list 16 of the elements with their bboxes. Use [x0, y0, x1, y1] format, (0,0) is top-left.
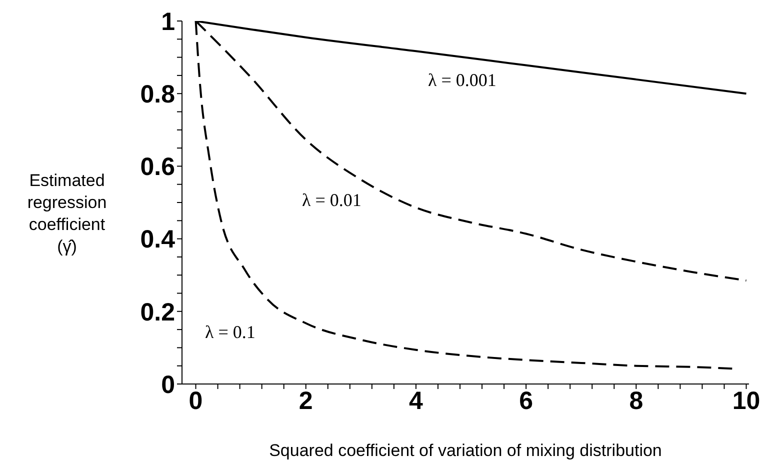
- x-axis-title: Squared coefficient of variation of mixing distribution: [269, 441, 662, 460]
- y-tick-label: 0.8: [140, 80, 176, 108]
- x-tick-label: 8: [629, 386, 644, 415]
- y-tick-label: 1: [161, 8, 176, 36]
- x-tick-label: 4: [409, 386, 424, 415]
- y-tick-label: 0.6: [140, 153, 175, 182]
- y-axis-title: Estimated regression coefficient (γ̂): [26, 170, 108, 258]
- y-tick-label: 0.4: [140, 226, 176, 254]
- x-tick-label: 2: [298, 386, 313, 415]
- y-tick-label: 0.2: [140, 298, 175, 326]
- x-tick-label: 0: [188, 386, 203, 415]
- annotation: λ = 0.01: [302, 190, 362, 211]
- annotation: λ = 0.1: [205, 322, 256, 343]
- x-tick-label: 6: [519, 386, 534, 415]
- annotation: λ = 0.001: [428, 70, 496, 91]
- x-tick-label: 10: [732, 386, 760, 415]
